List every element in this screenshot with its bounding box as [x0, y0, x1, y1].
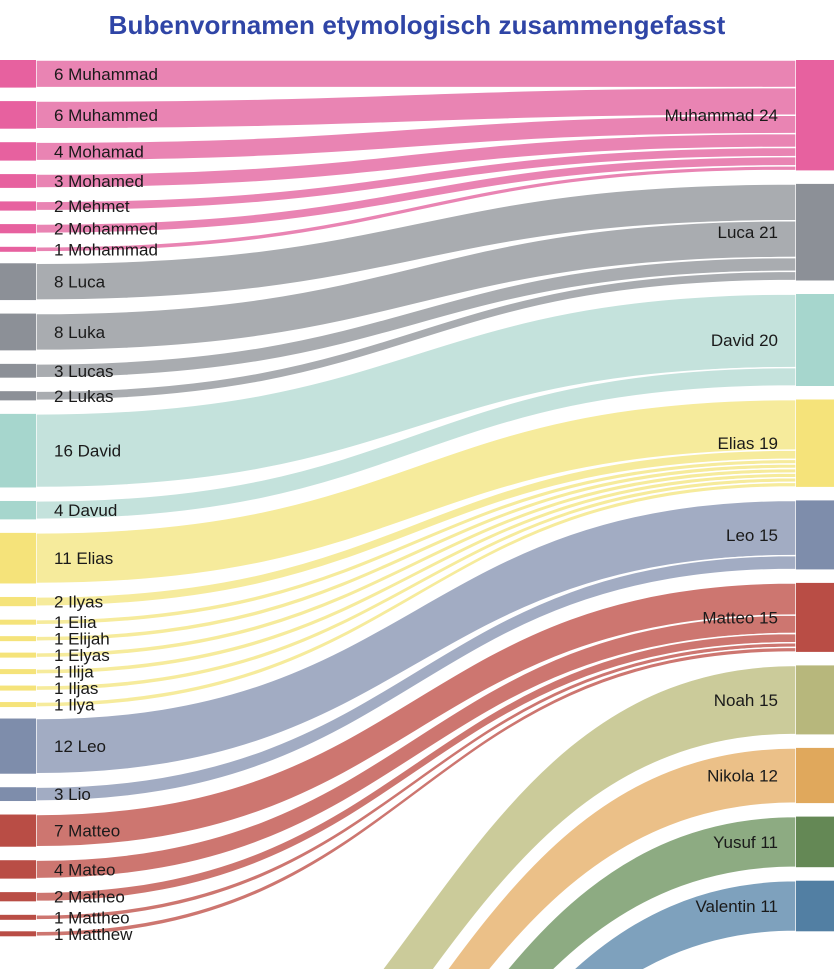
- right-label-muhammad: Muhammad 24: [665, 106, 778, 125]
- left-node-elias: [0, 532, 36, 584]
- right-node-valentin: [796, 880, 834, 932]
- left-node-mateo: [0, 860, 36, 879]
- left-label: 4 Mateo: [54, 860, 115, 879]
- left-node-david: [0, 413, 36, 488]
- left-node-mattheo: [0, 914, 36, 920]
- left-label: 8 Luka: [54, 323, 106, 342]
- left-node-ilija: [0, 669, 36, 675]
- left-node-lio: [0, 787, 36, 802]
- left-label: 3 Lucas: [54, 362, 114, 381]
- left-label: 3 Lio: [54, 785, 91, 804]
- left-node-leo: [0, 718, 36, 774]
- left-label: 2 Mohammed: [54, 220, 158, 239]
- right-node-leo: [796, 500, 834, 570]
- flow-link-yusuf: [506, 815, 797, 969]
- left-node-mohammed: [0, 224, 36, 234]
- left-node-lucas: [0, 363, 36, 378]
- right-label-noah: Noah 15: [714, 691, 778, 710]
- left-node-elia: [0, 619, 36, 625]
- left-label: 4 Mohamad: [54, 142, 144, 161]
- left-label: 1 Mohammad: [54, 240, 158, 259]
- left-label: 1 Iljas: [54, 679, 98, 698]
- right-node-noah: [796, 665, 834, 735]
- left-label: 2 Lukas: [54, 387, 114, 406]
- left-label: 1 Elia: [54, 613, 97, 632]
- right-node-david: [796, 294, 834, 386]
- left-label: 2 Mehmet: [54, 197, 130, 216]
- left-label: 1 Elijah: [54, 630, 110, 649]
- left-node-matthew: [0, 931, 36, 937]
- right-node-yusuf: [796, 816, 834, 868]
- left-node-elyas: [0, 652, 36, 658]
- chart-title: Bubenvornamen etymologisch zusammengefas…: [108, 10, 726, 40]
- left-label: 8 Luca: [54, 273, 106, 292]
- left-node-elijah: [0, 636, 36, 642]
- right-label-leo: Leo 15: [726, 526, 778, 545]
- left-label: 1 Matthew: [54, 925, 133, 944]
- left-label: 6 Muhammad: [54, 65, 158, 84]
- right-node-matteo: [796, 582, 834, 652]
- left-label: 11 Elias: [54, 549, 113, 568]
- left-label: 1 Elyas: [54, 646, 110, 665]
- left-label: 2 Matheo: [54, 888, 125, 907]
- left-node-mohammad: [0, 246, 36, 252]
- labels: 6 Muhammad 6 Muhammed 4 Mohamad 3 Mohamed 2 …: [54, 65, 778, 944]
- left-node-iljas: [0, 685, 36, 691]
- left-node-luca: [0, 263, 36, 301]
- right-label-yusuf: Yusuf 11: [713, 833, 778, 852]
- left-label: 1 Ilija: [54, 663, 94, 682]
- left-node-muhammed: [0, 101, 36, 129]
- right-node-elias: [796, 399, 834, 487]
- flow-link-mohammad: [35, 165, 797, 253]
- left-node-ilyas: [0, 596, 36, 607]
- right-node-nikola: [796, 747, 834, 804]
- left-node-davud: [0, 500, 36, 520]
- right-label-luca: Luca 21: [718, 223, 779, 242]
- left-label: 1 Mattheo: [54, 908, 130, 927]
- left-label: 3 Mohamed: [54, 172, 144, 191]
- left-node-matteo: [0, 814, 36, 847]
- flow-links: [35, 59, 797, 969]
- left-node-muhammad: [0, 60, 36, 88]
- right-label-valentin: Valentin 11: [695, 897, 778, 916]
- left-node-mohamad: [0, 142, 36, 161]
- right-label-elias: Elias 19: [718, 434, 778, 453]
- left-label: 4 Davud: [54, 501, 117, 520]
- left-node-luka: [0, 313, 36, 351]
- left-label: 1 Ilya: [54, 696, 95, 715]
- left-label: 6 Muhammed: [54, 106, 158, 125]
- left-label: 2 Ilyas: [54, 593, 103, 612]
- left-node-mehmet: [0, 201, 36, 211]
- right-label-david: David 20: [711, 331, 778, 350]
- left-label: 12 Leo: [54, 737, 106, 756]
- right-label-nikola: Nikola 12: [707, 767, 778, 786]
- left-node-mohamed: [0, 174, 36, 188]
- left-label: 7 Matteo: [54, 822, 120, 841]
- left-label: 16 David: [54, 442, 121, 461]
- right-node-muhammad: [796, 60, 834, 171]
- right-label-matteo: Matteo 15: [702, 608, 778, 627]
- left-node-ilya: [0, 702, 36, 708]
- left-node-matheo: [0, 892, 36, 902]
- left-node-lukas: [0, 391, 36, 401]
- right-node-luca: [796, 183, 834, 281]
- nodes: [0, 60, 834, 937]
